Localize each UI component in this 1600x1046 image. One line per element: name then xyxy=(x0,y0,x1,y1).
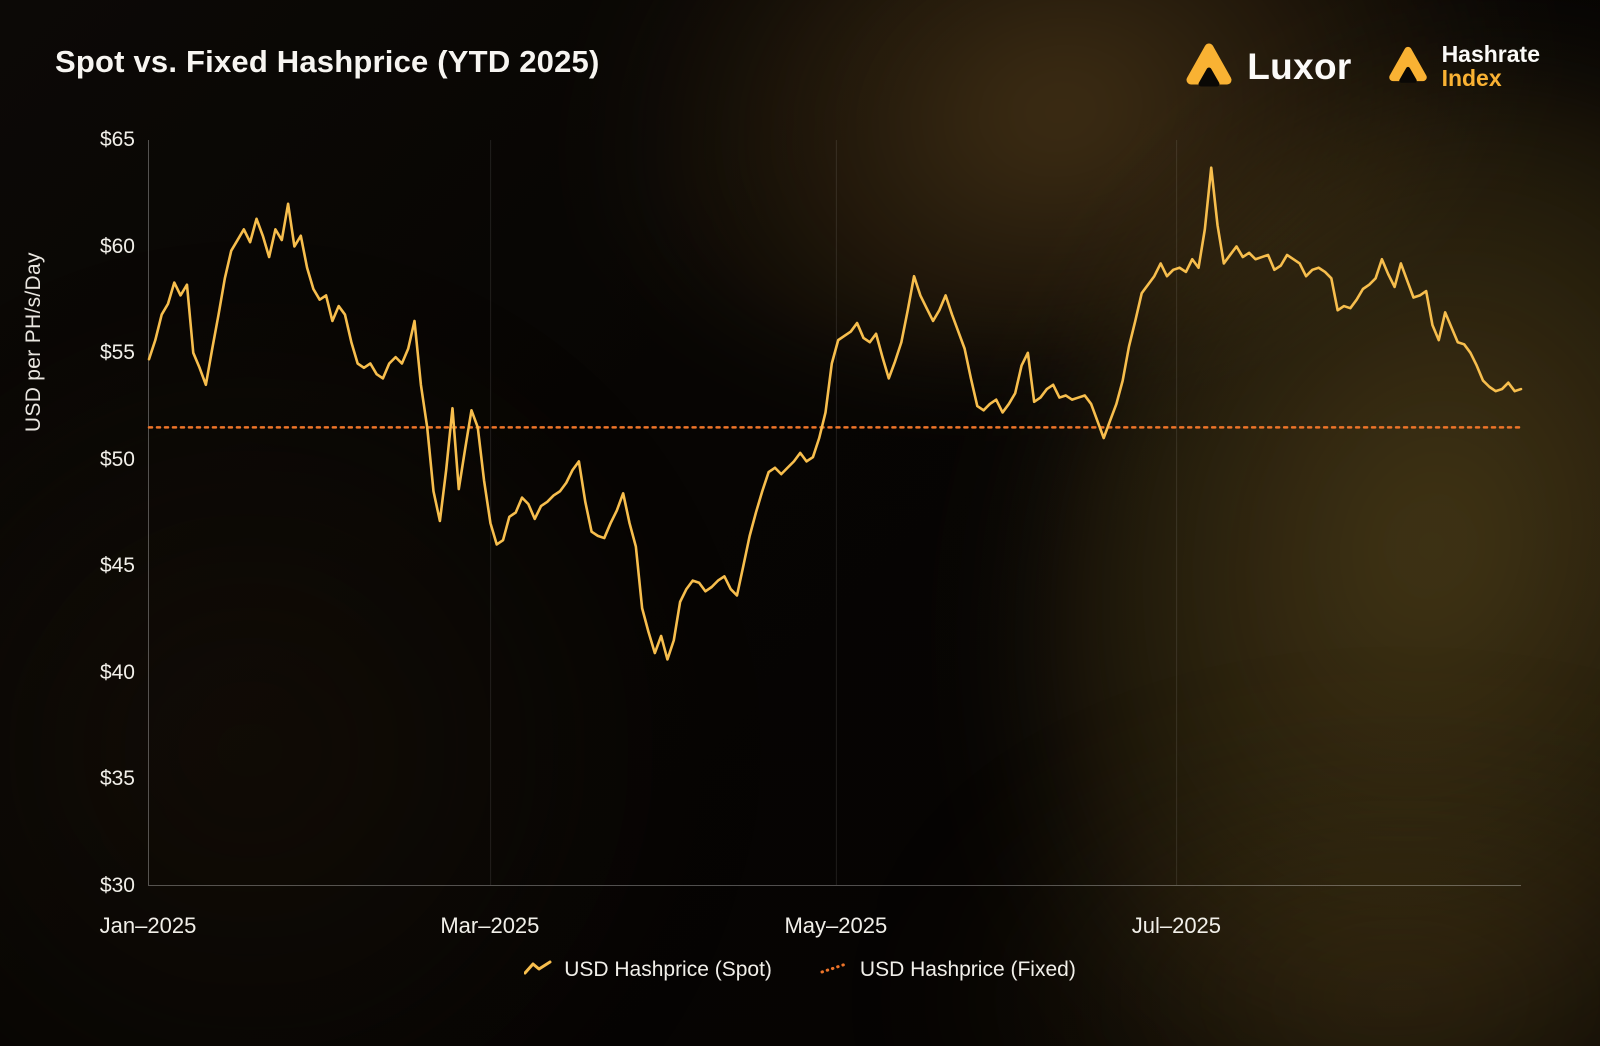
legend-fixed-label: USD Hashprice (Fixed) xyxy=(859,958,1076,981)
legend-item-fixed: USD Hashprice (Fixed) xyxy=(820,958,1076,982)
luxor-wordmark: Luxor xyxy=(1247,45,1352,87)
y-tick-label: $35 xyxy=(99,767,135,791)
x-tick-label: Jul–2025 xyxy=(1131,913,1222,938)
page-title: Spot vs. Fixed Hashprice (YTD 2025) xyxy=(55,44,600,79)
hashrate-word: Hashrate xyxy=(1441,41,1540,68)
luxor-logo: Luxor xyxy=(1183,40,1351,93)
legend: USD Hashprice (Spot) USD Hashprice (Fixe… xyxy=(0,958,1600,982)
y-tick-label: $60 xyxy=(99,234,135,258)
x-tick-label: May–2025 xyxy=(784,913,888,938)
hashrate-index-logo-icon xyxy=(1386,44,1430,89)
y-tick-label: $40 xyxy=(99,660,135,684)
luxor-logo-icon xyxy=(1183,40,1235,93)
spot-hashprice-line xyxy=(147,166,1523,661)
y-tick-label: $65 xyxy=(99,128,135,151)
branding-logos: Luxor Hashrate Index xyxy=(1183,40,1540,93)
y-tick-label: $55 xyxy=(99,341,135,365)
chart-svg xyxy=(147,140,1523,885)
legend-item-spot: USD Hashprice (Spot) xyxy=(523,958,772,982)
plot-area xyxy=(147,140,1523,886)
index-word: Index xyxy=(1441,64,1502,91)
fixed-line-icon xyxy=(820,958,848,982)
x-tick-label: Mar–2025 xyxy=(440,913,540,938)
hashrate-index-logo: Hashrate Index xyxy=(1386,41,1540,91)
hashrate-index-wordmark: Hashrate Index xyxy=(1441,41,1540,91)
legend-spot-label: USD Hashprice (Spot) xyxy=(564,958,772,981)
x-tick-label: Jan–2025 xyxy=(99,913,197,938)
y-tick-label: $45 xyxy=(99,554,135,578)
spot-line-icon xyxy=(523,958,552,982)
y-tick-label: $30 xyxy=(99,874,135,897)
y-tick-label: $50 xyxy=(99,447,135,471)
